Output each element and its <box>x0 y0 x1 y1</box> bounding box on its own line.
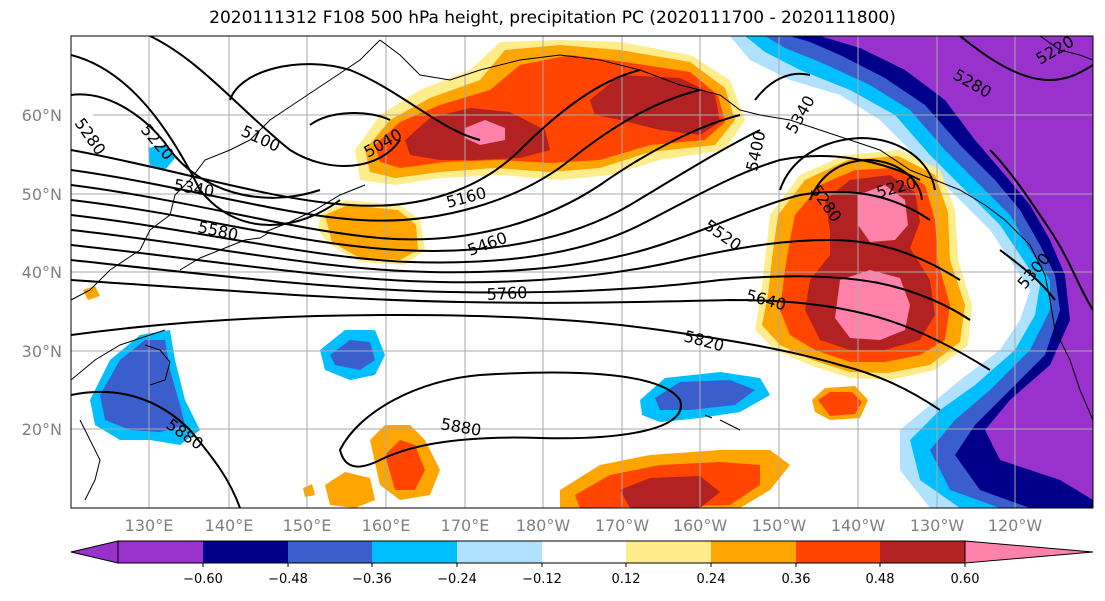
colorbar-label-7: 0.24 <box>697 572 726 587</box>
lon-label-160e: 160°E <box>362 516 411 535</box>
lon-label-150w: 150°W <box>752 516 807 535</box>
lon-label-120w: 120°W <box>988 516 1043 535</box>
coastlines <box>71 36 1093 501</box>
graticule <box>71 36 1093 508</box>
map-title: 2020111312 F108 500 hPa height, precipit… <box>209 8 896 28</box>
lon-label-140w: 140°W <box>831 516 886 535</box>
latitude-labels: 60°N 50°N 40°N 30°N 20°N <box>22 106 62 439</box>
colorbar-segment-4 <box>372 541 457 563</box>
colorbar-label-5: −0.12 <box>522 572 562 587</box>
lat-label-60n: 60°N <box>22 106 62 125</box>
longitude-labels: 130°E 140°E 150°E 160°E 170°E 180°W 170°… <box>125 516 1043 535</box>
lon-label-130e: 130°E <box>125 516 174 535</box>
colorbar-segment-1 <box>118 541 203 563</box>
colorbar-extend-high <box>964 540 1094 564</box>
colorbar-label-6: 0.12 <box>612 572 641 587</box>
lon-label-170w: 170°W <box>595 516 650 535</box>
map-frame <box>70 35 1094 509</box>
colorbar-label-10: 0.60 <box>951 572 980 587</box>
colorbar-extend-low <box>70 540 119 564</box>
colorbar-segment-10 <box>880 541 965 563</box>
colorbar-segment-8 <box>711 541 796 563</box>
colorbar-label-8: 0.36 <box>782 572 811 587</box>
colorbar-label-9: 0.48 <box>866 572 895 587</box>
colorbar-segment-5 <box>457 541 542 563</box>
colorbar-segment-9 <box>796 541 880 563</box>
colorbar-segment-3 <box>288 541 372 563</box>
contour-label-5760: 5760 <box>486 283 528 304</box>
lat-label-50n: 50°N <box>22 185 62 204</box>
lat-label-30n: 30°N <box>22 342 62 361</box>
colorbar-segment-7 <box>626 541 711 563</box>
lon-label-170e: 170°E <box>441 516 490 535</box>
colorbar-segment-2 <box>203 541 288 563</box>
height-contours <box>71 36 1093 508</box>
lon-label-180w: 180°W <box>516 516 571 535</box>
lon-label-160w: 160°W <box>673 516 728 535</box>
lon-label-140e: 140°E <box>205 516 254 535</box>
colorbar: −0.60 −0.48 −0.36 −0.24 −0.12 0.12 0.24 … <box>70 540 1094 587</box>
precipitation-shading <box>83 36 1093 508</box>
lon-label-150e: 150°E <box>283 516 332 535</box>
lat-label-40n: 40°N <box>22 263 62 282</box>
lon-label-130w: 130°W <box>910 516 965 535</box>
colorbar-label-1: −0.60 <box>183 572 223 587</box>
lat-label-20n: 20°N <box>22 420 62 439</box>
colorbar-label-4: −0.24 <box>437 572 477 587</box>
colorbar-segment-6 <box>542 541 626 563</box>
colorbar-label-3: −0.36 <box>352 572 392 587</box>
colorbar-label-2: −0.48 <box>268 572 308 587</box>
